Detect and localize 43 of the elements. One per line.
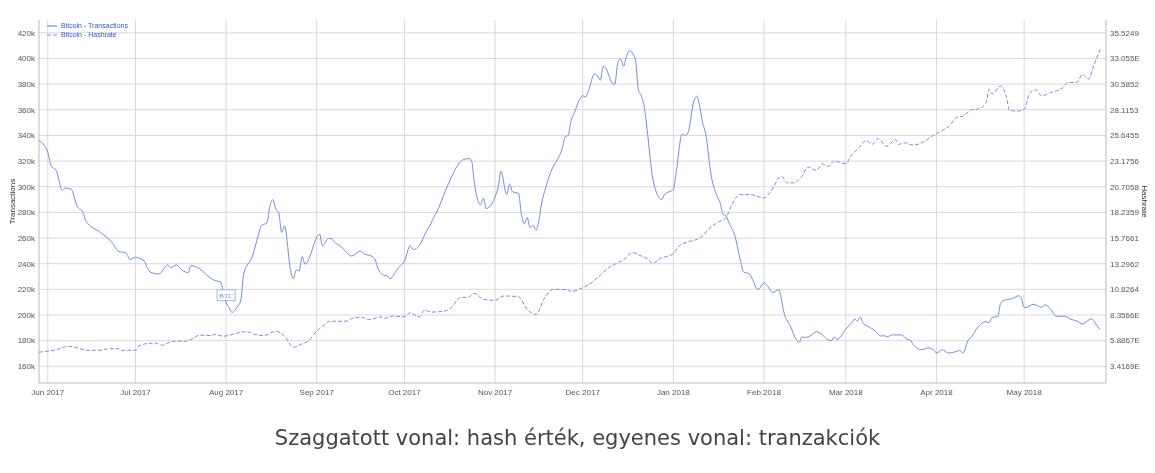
y2-tick-label: 35.5249 xyxy=(1110,28,1140,38)
y2-tick-label: 23.1756 xyxy=(1110,156,1140,166)
y-tick-label: 400k xyxy=(17,54,36,64)
y2-tick-label: 13.2962 xyxy=(1110,259,1140,269)
y-tick-label: 380k xyxy=(17,79,36,89)
x-tick-label: Jun 2017 xyxy=(31,388,65,397)
x-tick-label: Apr 2018 xyxy=(920,388,954,397)
y2-tick-label: 3.4169E xyxy=(1110,362,1140,372)
y-axis-title: Transactions xyxy=(8,178,17,225)
y2-tick-label: 18.2359 xyxy=(1110,208,1140,218)
text: Szaggatott vonal: hash érték, egyenes vonal: tranzakciók xyxy=(274,426,881,450)
y-tick-label: 220k xyxy=(17,285,36,295)
y-tick-label: 300k xyxy=(17,182,36,192)
x-tick-label: Mar 2018 xyxy=(828,388,864,397)
x-tick-label: Feb 2018 xyxy=(747,388,782,397)
y2-tick-label: 30.5852 xyxy=(1110,79,1140,89)
x-tick-label: Nov 2017 xyxy=(477,388,513,397)
y-tick-label: 200k xyxy=(17,310,36,320)
y-tick-label: 340k xyxy=(17,131,36,141)
y-tick-label: 180k xyxy=(17,336,36,346)
y2-tick-label: 20.7058 xyxy=(1110,182,1140,192)
y-tick-label: 360k xyxy=(17,105,36,115)
y2-axis-title: Hashrate xyxy=(1140,185,1149,219)
y2-tick-label: 25.6455 xyxy=(1110,131,1140,141)
y-tick-label: 160k xyxy=(17,362,36,372)
y2-tick-label: 5.8867E xyxy=(1110,336,1140,346)
x-tick-label: Aug 2017 xyxy=(208,388,244,397)
y2-tick-label: 8.3566E xyxy=(1110,310,1140,320)
x-tick-label: Jul 2017 xyxy=(120,388,152,397)
y2-tick-label: 33.055E xyxy=(1110,54,1140,64)
y2-tick-label: 10.8264 xyxy=(1110,285,1140,295)
y-tick-label: 420k xyxy=(17,28,36,38)
y-tick-label: 280k xyxy=(17,208,36,218)
x-tick-label: Oct 2017 xyxy=(388,388,422,397)
y2-tick-label: 15.7661 xyxy=(1110,233,1140,243)
y-tick-label: 320k xyxy=(17,156,36,166)
x-tick-label: Dec 2017 xyxy=(565,388,601,397)
x-tick-label: May 2018 xyxy=(1006,388,1043,397)
y-tick-label: 240k xyxy=(17,259,36,269)
x-tick-label: Sep 2017 xyxy=(299,388,335,397)
y2-tick-label: 28.1153 xyxy=(1110,105,1139,115)
y-tick-label: 260k xyxy=(17,233,36,243)
x-tick-label: Jan 2018 xyxy=(656,388,691,397)
